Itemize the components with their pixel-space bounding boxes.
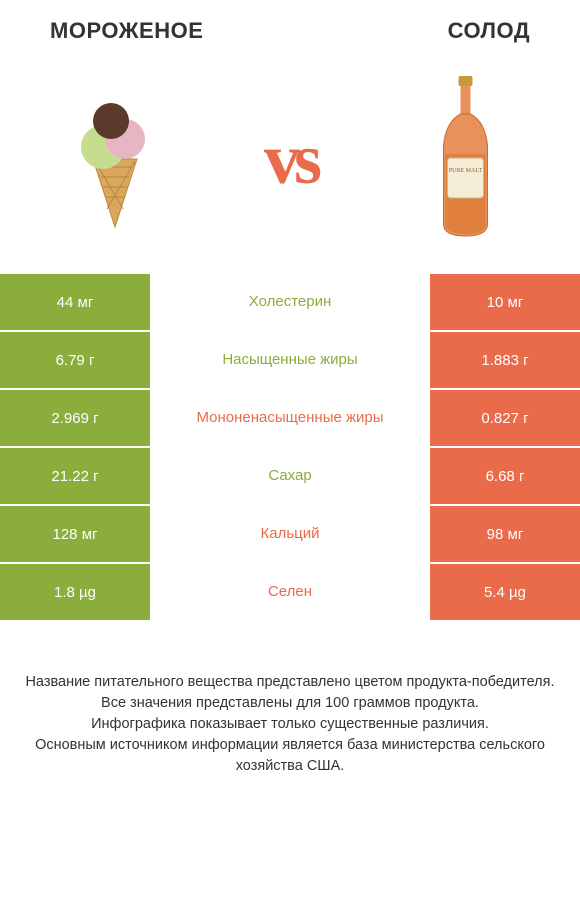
- left-value-cell: 44 мг: [0, 274, 150, 330]
- nutrient-label-cell: Насыщенные жиры: [150, 332, 430, 388]
- nutrient-label-cell: Холестерин: [150, 274, 430, 330]
- bottle-icon: PURE MALT: [390, 69, 540, 249]
- left-value-cell: 128 мг: [0, 506, 150, 562]
- nutrient-label-cell: Селен: [150, 564, 430, 620]
- right-value-cell: 6.68 г: [430, 448, 580, 504]
- svg-text:PURE MALT: PURE MALT: [448, 168, 482, 174]
- footer-line: Название питательного вещества представл…: [20, 672, 560, 693]
- table-row: 6.79 гНасыщенные жиры1.883 г: [0, 332, 580, 390]
- left-value-cell: 2.969 г: [0, 390, 150, 446]
- left-product-title: МОРОЖЕНОЕ: [50, 18, 203, 44]
- header: МОРОЖЕНОЕ СОЛОД: [0, 0, 580, 54]
- nutrient-label-cell: Кальций: [150, 506, 430, 562]
- nutrient-label-cell: Мононенасыщенные жиры: [150, 390, 430, 446]
- table-row: 1.8 µgСелен5.4 µg: [0, 564, 580, 622]
- table-row: 44 мгХолестерин10 мг: [0, 274, 580, 332]
- ice-cream-icon: [40, 69, 190, 249]
- table-row: 128 мгКальций98 мг: [0, 506, 580, 564]
- vs-text: vs: [264, 118, 316, 201]
- footer-notes: Название питательного вещества представл…: [0, 622, 580, 797]
- table-row: 21.22 гСахар6.68 г: [0, 448, 580, 506]
- left-value-cell: 21.22 г: [0, 448, 150, 504]
- hero-row: vs PURE MALT: [0, 54, 580, 274]
- right-value-cell: 5.4 µg: [430, 564, 580, 620]
- left-value-cell: 6.79 г: [0, 332, 150, 388]
- right-value-cell: 98 мг: [430, 506, 580, 562]
- table-row: 2.969 гМононенасыщенные жиры0.827 г: [0, 390, 580, 448]
- left-value-cell: 1.8 µg: [0, 564, 150, 620]
- right-product-title: СОЛОД: [448, 18, 530, 44]
- footer-line: Инфографика показывает только существенн…: [20, 714, 560, 735]
- footer-line: Все значения представлены для 100 граммо…: [20, 693, 560, 714]
- footer-line: Основным источником информации является …: [20, 735, 560, 777]
- comparison-table: 44 мгХолестерин10 мг6.79 гНасыщенные жир…: [0, 274, 580, 622]
- right-value-cell: 10 мг: [430, 274, 580, 330]
- nutrient-label-cell: Сахар: [150, 448, 430, 504]
- right-value-cell: 1.883 г: [430, 332, 580, 388]
- right-value-cell: 0.827 г: [430, 390, 580, 446]
